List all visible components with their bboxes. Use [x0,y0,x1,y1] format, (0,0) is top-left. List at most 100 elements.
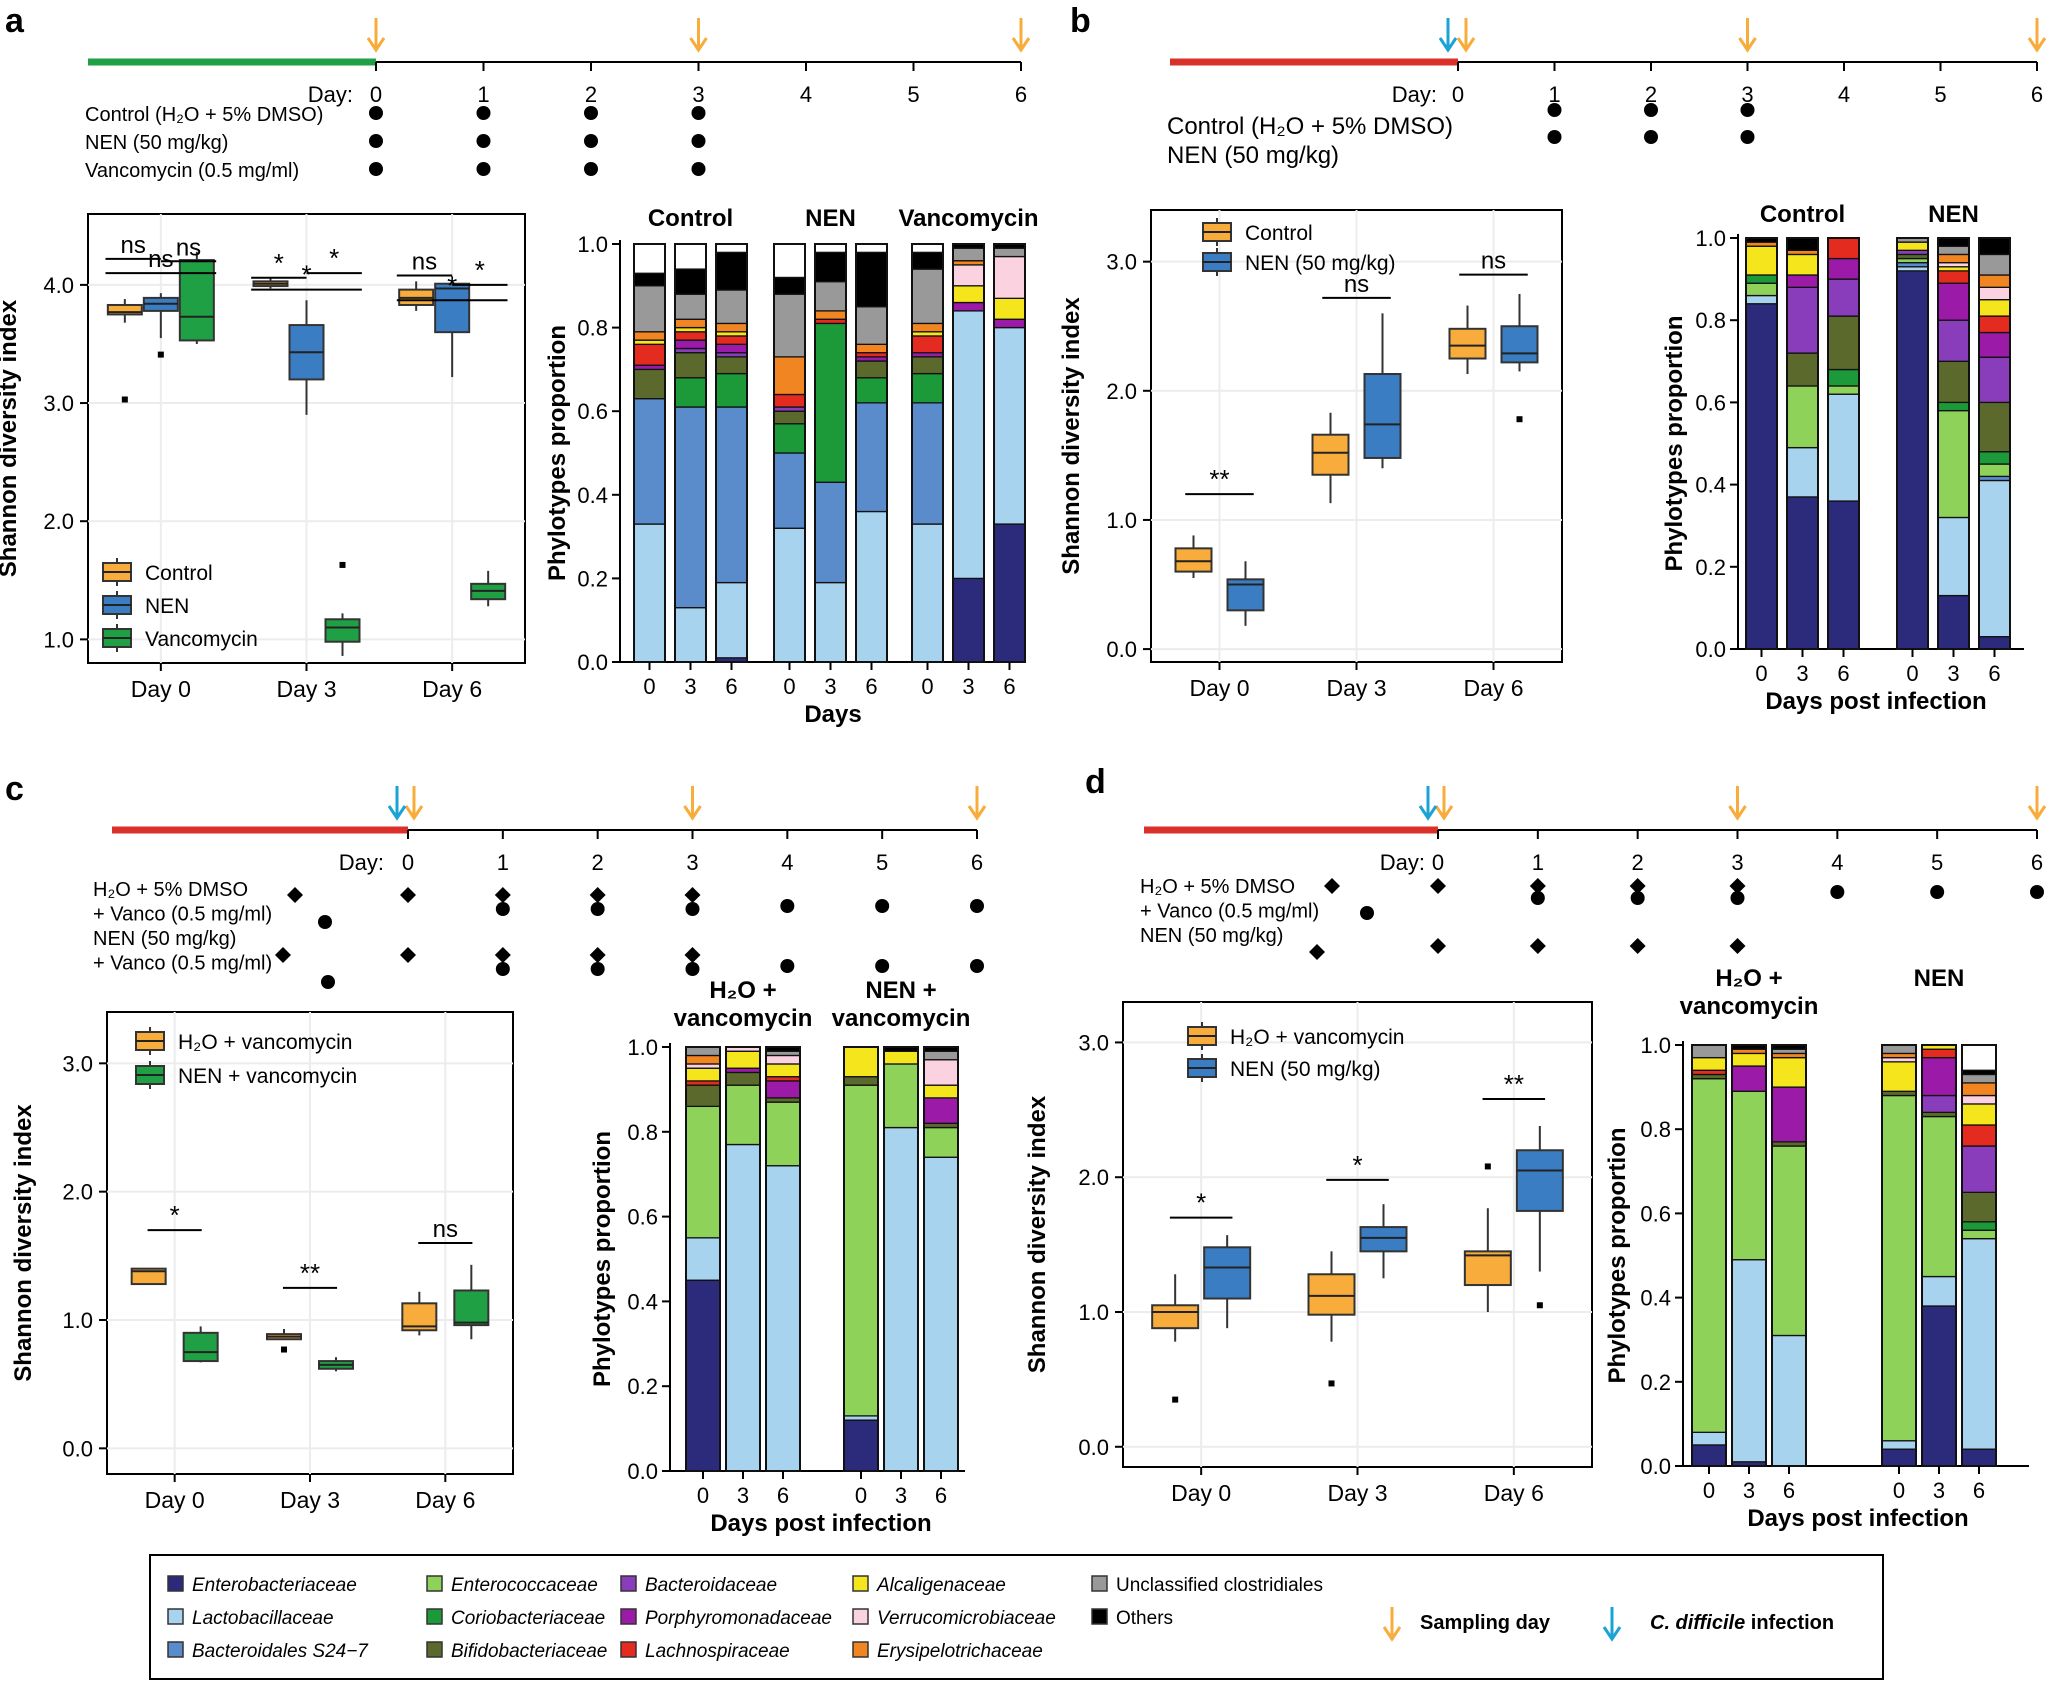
y-tick-label: 0.8 [1695,308,1726,333]
bar-segment-enterobacteriaceae [1978,636,2011,650]
bar-segment-bifidobacteriaceae [1978,401,2011,453]
legend: Control NEN Vancomycin [102,558,258,652]
x-tick-label: Day 0 [145,1487,205,1513]
bar-segment-lactobacillaceae [765,1165,801,1472]
y-tick-label: 0.0 [62,1436,93,1461]
day-label: 0 [1432,850,1444,875]
y-tick-label: 0.0 [1106,637,1137,662]
legend-swatch [1091,1575,1108,1592]
bar-segment-unclassified [1691,1044,1727,1059]
bar-segment-unclassified [1881,1044,1917,1055]
bar-segment-others [855,251,888,308]
bar-segment-erysipelotrichaceae [685,1054,721,1065]
bar-segment-erysipelotrichaceae [674,318,707,329]
dose-dot [691,134,706,148]
bar-segment-lachnospiraceae [1827,237,1860,260]
box-h-o-vancomycin [1307,1273,1356,1316]
box-nen-50-mg-kg- [1515,1149,1564,1212]
dose-dot [685,962,700,976]
x-axis-title: Days post infection [1747,1505,1968,1532]
bar-segment-lactobacillaceae [1731,1259,1767,1463]
bar-segment-alcaligenaceae [993,297,1026,320]
group-title: NEN + [865,977,936,1004]
bar-segment-lachnospiraceae [715,335,748,345]
legend-swatch [620,1575,637,1592]
bar-segment-enterobacteriaceae [1827,500,1860,650]
bar-segment-enterococcaceae [843,1084,879,1417]
bar-segment-verrucomicrobiaceae [993,255,1026,299]
sampling-arrow-head [967,805,987,821]
infection-arrow [387,786,407,821]
bar-segment-bifidobacteriaceae [725,1071,761,1086]
dose-dot [321,975,335,989]
dose-diamond [1324,878,1340,894]
significance-label: * [475,255,485,285]
dose-dot [318,915,332,929]
dose-dot [1644,130,1658,144]
bar-segment-lactobacillaceae [773,527,806,663]
sampling-arrow-head [1011,37,1031,53]
bar-segment-bifidobacteriaceae [773,410,806,425]
y-tick-label: 4.0 [43,273,74,298]
significance-label: ns [1481,248,1506,275]
group-title: vancomycin [674,1005,813,1032]
bar-segment-verrucomicrobiaceae [923,1059,959,1086]
timeline-d: d 0 1 2 3 4 5 6 Day: H₂O + 5% DMSO + Vanco (0.5 mg… [1085,763,2047,960]
sampling-arrow [967,786,987,821]
legend-swatch [852,1575,869,1592]
bar-segment-enterococcaceae [1731,1090,1767,1261]
bar-segment-unclassified [1961,1073,1997,1084]
bar-segment-lachnospiraceae [1961,1124,1997,1147]
legend-label: Verrucomicrobiaceae [877,1608,1056,1629]
sampling-arrow [689,18,708,53]
dose-dot [1530,891,1545,905]
bar-segment-bifidobacteriaceae [674,352,707,379]
legend-label: Control [1245,222,1313,245]
group-label: H₂O + 5% DMSO [1140,876,1295,898]
bar-segment-unclassified [1937,245,1970,256]
dose-dot [1740,130,1755,144]
panel-letter: d [1085,763,1106,801]
dose-dot [476,162,491,176]
y-tick-label: 3.0 [62,1051,93,1076]
bar-segment-lactobacillaceae [952,310,985,580]
bar-segment-alcaligenaceae [1691,1056,1727,1071]
bar-segment-lactobacillaceae [1786,446,1819,498]
dose-dot [584,106,598,120]
day-label: 2 [585,82,597,107]
bar-segment-unclassified [633,285,666,333]
dose-diamond [589,887,606,903]
x-tick-label: 6 [865,674,877,699]
bar-segment-porphyromonadaceae [1921,1056,1957,1097]
bar-segment-enterococcaceae [685,1105,721,1239]
x-tick-label: 3 [684,674,696,699]
day-label: 0 [1452,82,1464,107]
significance-label: ** [1504,1069,1524,1099]
bar-segment-enterobacteriaceae [1961,1448,1997,1467]
bar-segment-bacteroidales [633,398,666,525]
x-tick-label: Day 0 [1171,1480,1231,1506]
dose-diamond [1729,878,1746,894]
bar-segment-enterobacteriaceae [685,1279,721,1472]
dose-dot [495,962,510,976]
legend-label: NEN + vancomycin [178,1065,357,1088]
legend-label: Unclassified clostridiales [1116,1575,1323,1596]
dose-diamond [1629,878,1646,894]
bar-segment-coriobacteriaceae [1961,1221,1997,1231]
y-tick-label: 1.0 [577,232,608,257]
legend-swatch [1091,1608,1108,1625]
bar-segment-alcaligenaceae [1978,298,2011,317]
bar-segment-bifidobacteriaceae [1786,352,1819,387]
legend-swatch [620,1608,637,1625]
significance-label: ns [120,232,145,259]
group-label: Control (H₂O + 5% DMSO) [85,104,323,126]
legend-label: Coriobacteriaceae [451,1608,605,1629]
bar-segment-lactobacillaceae [715,581,748,659]
box-h-o-vancomycin [1463,1250,1512,1287]
x-tick-label: 3 [1947,661,1959,686]
bar-segment-porphyromonadaceae [1786,274,1819,288]
bar-segment-enterococcaceae [1771,1145,1807,1337]
bar-segment-enterobacteriaceae [1745,303,1778,650]
x-axis-title: Days post infection [710,1510,931,1537]
legend-label: Vancomycin [145,628,258,651]
